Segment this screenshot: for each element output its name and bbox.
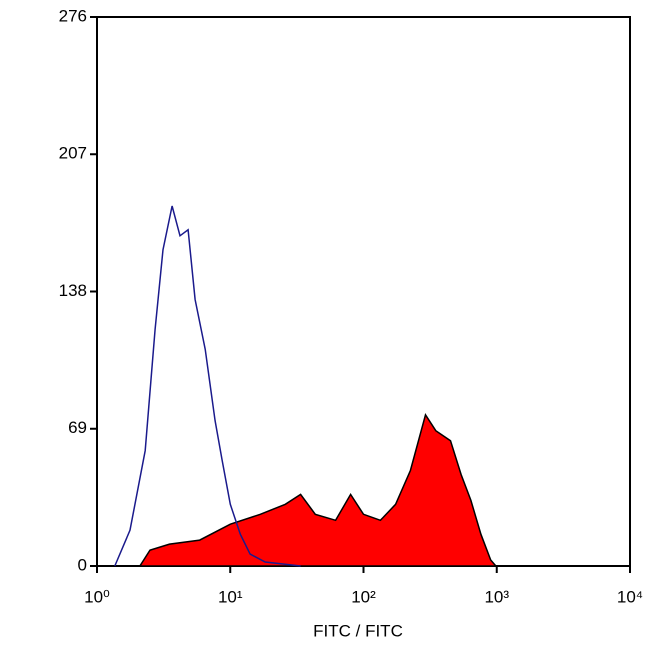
x-tick-label: 10⁰ <box>84 587 110 606</box>
y-tick-label: 207 <box>59 144 87 163</box>
x-tick-label: 10¹ <box>218 587 243 606</box>
y-tick-label: 0 <box>78 555 87 574</box>
y-tick-label: 276 <box>59 6 87 25</box>
x-tick-label: 10⁴ <box>617 587 643 606</box>
histogram-area <box>138 412 498 567</box>
x-axis-label: FITC / FITC <box>313 621 403 640</box>
x-tick-label: 10³ <box>484 587 509 606</box>
x-tick-label: 10² <box>351 587 376 606</box>
plot-frame <box>96 16 631 567</box>
y-tick-label: 138 <box>59 281 87 300</box>
histogram-line <box>114 205 301 567</box>
y-tick-label: 69 <box>68 418 87 437</box>
